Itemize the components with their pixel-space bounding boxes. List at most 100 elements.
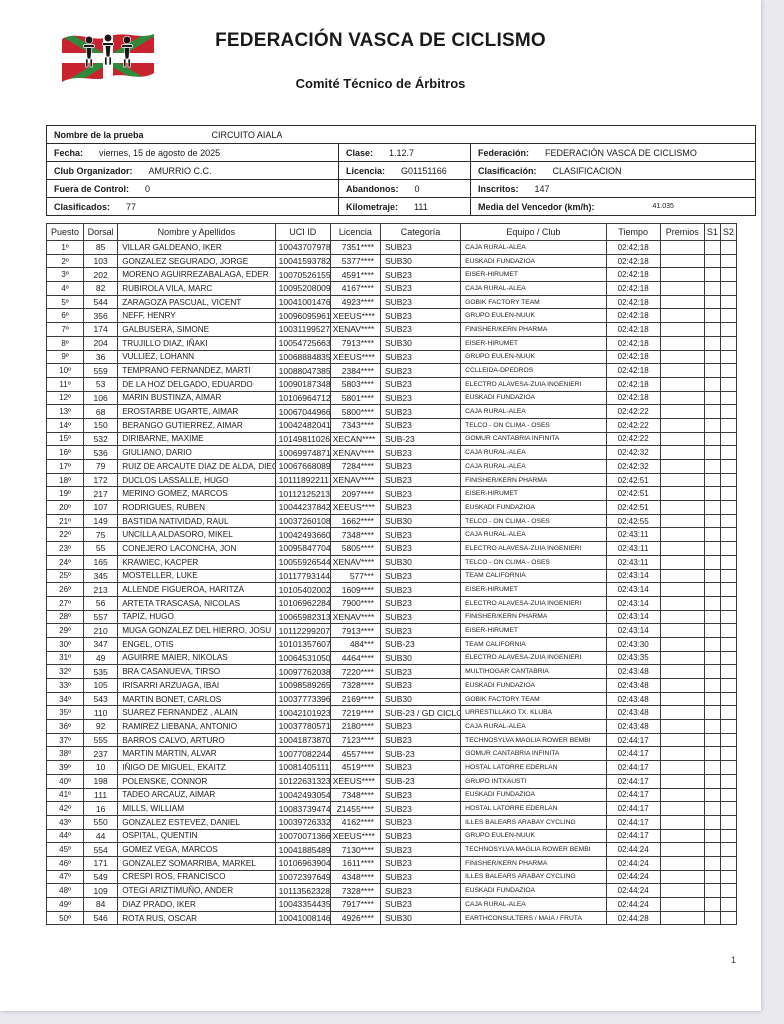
- field-value-clase: 1.12.7: [389, 147, 415, 158]
- race-info-box: Nombre de la prueba CIRCUITO AIALA Fecha…: [46, 125, 756, 216]
- document-page: FEDERACIÓN VASCA DE CICLISMO Comité Técn…: [0, 0, 761, 1011]
- cell-premios: [659, 281, 705, 296]
- cell-s1: [703, 842, 721, 857]
- cell-s1: [703, 636, 721, 652]
- cell-equipo: TEAM CALIFORNIA: [460, 568, 607, 584]
- cell-premios: [659, 609, 705, 625]
- cell-categoria: SUB23: [379, 294, 462, 310]
- table-row: 28º 557 TAPIZ, HUGO 10065982313 XENAV**** SUB…: [45, 609, 738, 625]
- cell-categoria: SUB23: [379, 500, 462, 515]
- cell-nombre: MARIN BUSTINZA, AIMAR: [117, 390, 276, 406]
- cell-categoria: SUB23: [379, 527, 462, 543]
- cell-premios: [659, 472, 705, 488]
- cell-equipo: FINISHER/KERN PHARMA: [460, 472, 607, 488]
- cell-licencia: XENAV****: [329, 554, 381, 570]
- cell-uci_id: 10106963904: [274, 855, 331, 871]
- cell-tiempo: 02:42:18: [605, 308, 661, 324]
- cell-puesto: 29º: [45, 623, 85, 638]
- cell-licencia: 5801****: [329, 390, 381, 406]
- cell-tiempo: 02:42:51: [605, 472, 661, 488]
- cell-nombre: ARTETA TRASCASA, NICOLAS: [117, 595, 276, 611]
- cell-categoria: SUB-23: [379, 773, 462, 789]
- cell-s1: [703, 828, 721, 844]
- table-row: 43º 550 GONZALEZ ESTEVEZ, DANIEL 1003972633…: [45, 814, 738, 830]
- cell-s2: [719, 842, 738, 857]
- cell-s1: [703, 459, 721, 474]
- cell-equipo: FINISHER/KERN PHARMA: [460, 855, 607, 871]
- cell-licencia: 4591****: [329, 267, 381, 283]
- cell-nombre: GALBUSERA, SIMONE: [117, 322, 276, 337]
- cell-licencia: 4348****: [329, 869, 381, 885]
- cell-s2: [719, 609, 738, 625]
- cell-licencia: 5803****: [329, 376, 381, 392]
- cell-puesto: 3º: [45, 267, 85, 283]
- cell-categoria: SUB23: [379, 842, 462, 857]
- table-row: 3º 202 MORENO AGUIRREZABALAGA, EDER 1007052…: [45, 267, 738, 283]
- cell-puesto: 5º: [45, 294, 85, 310]
- cell-s1: [703, 500, 721, 515]
- cell-dorsal: 213: [83, 582, 119, 597]
- cell-uci_id: 10088047385: [274, 363, 331, 378]
- table-row: 29º 210 MUGA GONZALEZ DEL HIERRO, JOSU 1011…: [45, 623, 738, 638]
- cell-puesto: 13º: [45, 404, 85, 419]
- cell-premios: [659, 636, 705, 652]
- cell-premios: [659, 787, 705, 803]
- field-inscritos: Inscritos: 147: [471, 180, 755, 197]
- cell-licencia: 7913****: [329, 623, 381, 638]
- column-header-s1: S1: [703, 223, 721, 241]
- cell-equipo: ILLES BALEARS ARABAY CYCLING: [460, 869, 607, 885]
- cell-s1: [703, 650, 721, 666]
- table-row: 20º 107 RODRIGUES, RUBEN 10044237842 XEEUS**…: [45, 500, 738, 515]
- table-row: 11º 53 DE LA HOZ DELGADO, EDUARDO 100901873…: [45, 376, 738, 392]
- cell-uci_id: 10055926544: [274, 554, 331, 570]
- cell-nombre: ENGEL, OTIS: [117, 636, 276, 652]
- cell-s1: [703, 472, 721, 488]
- cell-tiempo: 02:43:48: [605, 705, 661, 721]
- table-row: 26º 213 ALLENDE FIGUEROA, HARITZA 101054020…: [45, 582, 738, 597]
- column-header-tiempo: Tiempo: [605, 223, 661, 241]
- cell-equipo: HOSTAL LATORRE EDERLAN: [460, 801, 607, 816]
- cell-tiempo: 02:44:17: [605, 732, 661, 748]
- cell-tiempo: 02:44:17: [605, 773, 661, 789]
- cell-dorsal: 92: [83, 719, 119, 734]
- cell-licencia: Z1455****: [329, 801, 381, 816]
- cell-equipo: EISER-HIRUMET: [460, 335, 607, 351]
- field-label-inscritos: Inscritos:: [478, 183, 519, 194]
- cell-s1: [703, 349, 721, 365]
- cell-dorsal: 165: [83, 554, 119, 570]
- cell-categoria: SUB23: [379, 404, 462, 419]
- cell-puesto: 21º: [45, 513, 85, 529]
- cell-categoria: SUB30: [379, 554, 462, 570]
- results-table: Puesto Dorsal Nombre y Apellidos UCI ID Lice…: [45, 223, 738, 926]
- cell-categoria: SUB30: [379, 910, 462, 926]
- cell-premios: [659, 732, 705, 748]
- cell-uci_id: 10039726332: [274, 814, 331, 830]
- results-table-header: Puesto Dorsal Nombre y Apellidos UCI ID Lice…: [45, 223, 738, 241]
- table-row: 6º 356 NEFF, HENRY 10096095961 XEEUS**** SUB2…: [45, 308, 738, 324]
- cell-premios: [659, 322, 705, 337]
- cell-tiempo: 02:43:30: [605, 636, 661, 652]
- cell-tiempo: 02:42:18: [605, 390, 661, 406]
- cell-nombre: BARROS CALVO, ARTURO: [117, 732, 276, 748]
- cell-categoria: SUB23: [379, 281, 462, 296]
- cell-s2: [719, 678, 738, 693]
- cell-nombre: NEFF, HENRY: [117, 308, 276, 324]
- cell-s2: [719, 897, 738, 912]
- cell-nombre: TEMPRANO FERNANDEZ, MARTI: [117, 363, 276, 378]
- table-row: 31º 49 AGUIRRE MAIER, NIKOLAS 10064531050 44…: [45, 650, 738, 666]
- cell-categoria: SUB23: [379, 472, 462, 488]
- cell-dorsal: 172: [83, 472, 119, 488]
- cell-tiempo: 02:42:18: [605, 349, 661, 365]
- cell-categoria: SUB23: [379, 814, 462, 830]
- cell-equipo: CAJA RURAL-ALEA: [460, 281, 607, 296]
- cell-puesto: 8º: [45, 335, 85, 351]
- cell-s1: [703, 431, 721, 447]
- cell-puesto: 46º: [45, 855, 85, 871]
- cell-licencia: XEEUS****: [329, 349, 381, 365]
- cell-tiempo: 02:44:24: [605, 855, 661, 871]
- cell-premios: [659, 842, 705, 857]
- cell-premios: [659, 417, 705, 433]
- cell-s2: [719, 787, 738, 803]
- cell-nombre: EROSTARBE UGARTE, AIMAR: [117, 404, 276, 419]
- cell-s2: [719, 746, 738, 762]
